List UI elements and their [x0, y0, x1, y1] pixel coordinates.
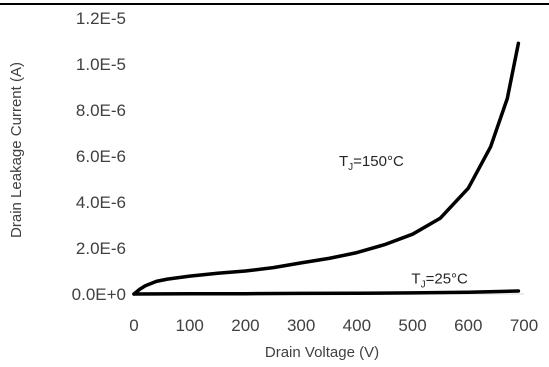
x-tick-label: 200: [231, 316, 259, 335]
y-tick-label: 1.0E-5: [76, 55, 126, 74]
y-tick-label: 0.0E+0: [72, 285, 126, 304]
y-tick-label: 6.0E-6: [76, 147, 126, 166]
y-axis-title: Drain Leakage Current (A): [8, 62, 25, 238]
x-tick-label: 300: [287, 316, 315, 335]
y-tick-label: 1.2E-5: [76, 9, 126, 28]
x-tick-label: 600: [454, 316, 482, 335]
x-tick-label: 100: [176, 316, 204, 335]
x-tick-label: 700: [510, 316, 538, 335]
y-tick-label: 4.0E-6: [76, 193, 126, 212]
y-tick-label: 2.0E-6: [76, 239, 126, 258]
x-axis-title: Drain Voltage (V): [265, 344, 379, 361]
series-line-1: [132, 41, 521, 296]
x-tick-label: 500: [398, 316, 426, 335]
y-tick-label: 8.0E-6: [76, 101, 126, 120]
x-tick-label: 400: [343, 316, 371, 335]
temperature-annotation: TJ=150°C: [339, 153, 404, 173]
plot-area: 0.0E+0 2.0E-6 4.0E-6 6.0E-6 8.0E-6 1.0E-5 1.2E…: [72, 9, 539, 335]
series-line-2: [132, 289, 521, 296]
temperature-annotation: TJ=25°C: [411, 270, 468, 290]
x-tick-label: 0: [129, 316, 138, 335]
